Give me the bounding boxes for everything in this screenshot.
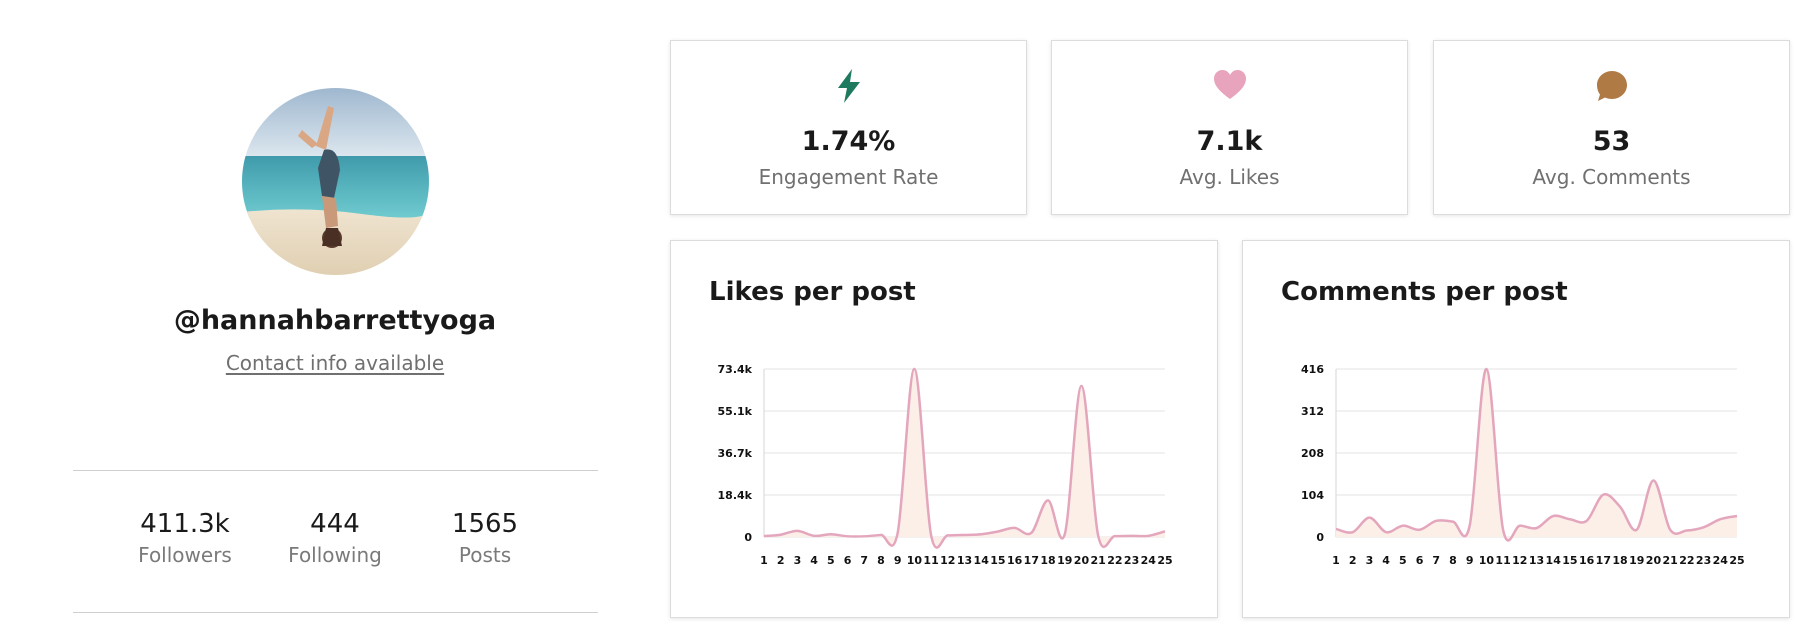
stat-followers: 411.3k Followers — [105, 508, 265, 570]
divider-top — [73, 470, 598, 471]
comments-x-tick-label: 3 — [1366, 554, 1374, 567]
following-count: 444 — [310, 509, 360, 539]
likes-x-tick-label: 21 — [1091, 554, 1106, 567]
comments-x-tick-label: 22 — [1679, 554, 1694, 567]
avg-comments-label: Avg. Comments — [1532, 165, 1691, 189]
comments-y-tick-label: 208 — [1301, 447, 1324, 460]
likes-x-tick-label: 25 — [1157, 554, 1172, 567]
engagement-rate-label: Engagement Rate — [758, 165, 939, 189]
likes-x-tick-label: 23 — [1124, 554, 1139, 567]
comments-x-tick-label: 6 — [1416, 554, 1424, 567]
likes-x-tick-label: 17 — [1024, 554, 1039, 567]
comments-x-tick-label: 15 — [1562, 554, 1577, 567]
comment-icon — [1595, 69, 1629, 107]
likes-series-line — [763, 367, 1166, 549]
comments-x-tick-label: 11 — [1495, 554, 1510, 567]
likes-x-tick-label: 6 — [844, 554, 852, 567]
avg-comments-card: 53 Avg. Comments — [1433, 40, 1790, 215]
comments-x-tick-label: 19 — [1629, 554, 1644, 567]
comments-x-tick-label: 24 — [1713, 554, 1729, 567]
likes-y-tick-label: 0 — [744, 531, 752, 544]
comments-x-tick-label: 18 — [1612, 554, 1627, 567]
comments-y-tick-label: 104 — [1301, 489, 1324, 502]
comments-x-tick-label: 1 — [1332, 554, 1340, 567]
avatar[interactable] — [242, 88, 429, 275]
comments-y-tick-label: 0 — [1316, 531, 1324, 544]
posts-count: 1565 — [451, 509, 519, 539]
likes-x-tick-label: 16 — [1007, 554, 1023, 567]
comments-y-tick-label: 312 — [1301, 405, 1324, 418]
comments-chart-card: Comments per post 0 104 208 312 416 1 2 3 4 5 6 7 8 9… — [1242, 240, 1790, 618]
followers-label: Followers — [138, 543, 232, 567]
likes-area-fill — [764, 368, 1165, 548]
avg-comments-value: 53 — [1592, 126, 1631, 157]
likes-y-tick-label: 18.4k — [718, 489, 753, 502]
following-label: Following — [288, 543, 382, 567]
comments-x-tick-label: 7 — [1432, 554, 1440, 567]
likes-chart-card: Likes per post 0 18.4k 36.7k 55.1k 73.4k 1 2 3 4… — [670, 240, 1218, 618]
comments-x-tick-label: 17 — [1596, 554, 1611, 567]
profile-panel: @hannahbarrettyoga Contact info availabl… — [0, 0, 670, 622]
divider-bottom — [73, 612, 598, 613]
likes-x-tick-label: 8 — [877, 554, 885, 567]
avg-likes-card: 7.1k Avg. Likes — [1051, 40, 1408, 215]
posts-label: Posts — [458, 543, 512, 567]
likes-x-tick-label: 4 — [810, 554, 818, 567]
profile-handle: @hannahbarrettyoga — [173, 305, 497, 336]
avg-likes-label: Avg. Likes — [1179, 165, 1280, 189]
likes-x-tick-label: 2 — [777, 554, 785, 567]
comments-x-tick-label: 10 — [1479, 554, 1495, 567]
comments-x-tick-label: 12 — [1512, 554, 1527, 567]
comments-x-tick-label: 2 — [1349, 554, 1357, 567]
likes-x-tick-label: 14 — [974, 554, 990, 567]
likes-chart-title: Likes per post — [709, 277, 916, 307]
contact-info-link-wrap: Contact info available — [0, 351, 670, 375]
likes-y-tick-label: 36.7k — [718, 447, 753, 460]
likes-y-tick-label: 55.1k — [718, 405, 753, 418]
stat-following: 444 Following — [255, 508, 415, 570]
lightning-icon — [834, 69, 864, 107]
contact-info-link[interactable]: Contact info available — [225, 351, 445, 375]
heart-icon — [1213, 69, 1247, 105]
comments-x-tick-label: 20 — [1646, 554, 1662, 567]
likes-x-tick-label: 18 — [1040, 554, 1055, 567]
comments-x-tick-label: 23 — [1696, 554, 1711, 567]
comments-x-tick-label: 4 — [1382, 554, 1390, 567]
likes-x-tick-label: 7 — [860, 554, 868, 567]
likes-x-tick-label: 22 — [1107, 554, 1122, 567]
comments-x-tick-label: 8 — [1449, 554, 1457, 567]
comments-x-tick-label: 5 — [1399, 554, 1407, 567]
avg-likes-value: 7.1k — [1196, 126, 1263, 157]
likes-x-tick-label: 13 — [957, 554, 972, 567]
likes-x-tick-label: 11 — [923, 554, 938, 567]
comments-area-fill — [1336, 368, 1737, 541]
likes-x-tick-label: 19 — [1057, 554, 1072, 567]
likes-x-tick-label: 10 — [907, 554, 923, 567]
comments-x-tick-label: 13 — [1529, 554, 1544, 567]
comments-x-tick-label: 25 — [1729, 554, 1744, 567]
likes-x-tick-label: 5 — [827, 554, 835, 567]
engagement-rate-card: 1.74% Engagement Rate — [670, 40, 1027, 215]
engagement-rate-value: 1.74% — [801, 126, 896, 157]
stat-posts: 1565 Posts — [405, 508, 565, 570]
likes-x-tick-label: 24 — [1141, 554, 1157, 567]
comments-chart-title: Comments per post — [1281, 277, 1568, 307]
avatar-image — [242, 88, 429, 275]
likes-x-tick-label: 15 — [990, 554, 1005, 567]
comments-y-tick-label: 416 — [1301, 363, 1324, 376]
likes-x-tick-label: 12 — [940, 554, 955, 567]
likes-x-tick-label: 3 — [794, 554, 802, 567]
likes-x-tick-label: 9 — [894, 554, 902, 567]
followers-count: 411.3k — [140, 509, 230, 539]
comments-x-tick-label: 9 — [1466, 554, 1474, 567]
likes-x-tick-label: 20 — [1074, 554, 1090, 567]
comments-series-line — [1335, 367, 1738, 542]
likes-y-tick-label: 73.4k — [718, 363, 753, 376]
comments-x-tick-label: 21 — [1663, 554, 1678, 567]
likes-x-tick-label: 1 — [760, 554, 768, 567]
comments-x-tick-label: 16 — [1579, 554, 1595, 567]
comments-x-tick-label: 14 — [1546, 554, 1562, 567]
